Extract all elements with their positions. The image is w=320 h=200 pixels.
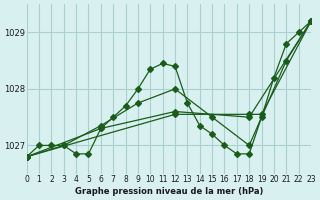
X-axis label: Graphe pression niveau de la mer (hPa): Graphe pression niveau de la mer (hPa)	[75, 187, 263, 196]
